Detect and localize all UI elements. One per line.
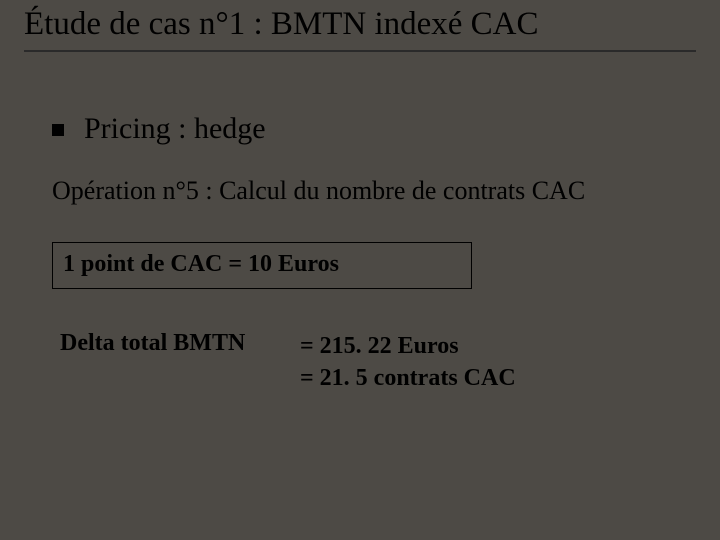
delta-label: Delta total BMTN [60, 330, 300, 357]
title-underline [24, 50, 696, 52]
delta-row: Delta total BMTN = 215. 22 Euros = 21. 5… [60, 330, 516, 395]
delta-values: = 215. 22 Euros = 21. 5 contrats CAC [300, 330, 516, 395]
delta-value-2: = 21. 5 contrats CAC [300, 362, 516, 394]
bullet-text: Pricing : hedge [84, 112, 266, 146]
bullet-row: Pricing : hedge [52, 112, 266, 146]
operation-line: Opération n°5 : Calcul du nombre de cont… [52, 176, 585, 206]
title-block: Étude de cas n°1 : BMTN indexé CAC [24, 6, 696, 52]
formula-box: 1 point de CAC = 10 Euros [52, 242, 472, 289]
slide: Étude de cas n°1 : BMTN indexé CAC Prici… [0, 0, 720, 540]
formula-box-text: 1 point de CAC = 10 Euros [63, 251, 461, 278]
delta-value-1: = 215. 22 Euros [300, 330, 516, 362]
bullet-square-icon [52, 124, 64, 136]
slide-title: Étude de cas n°1 : BMTN indexé CAC [24, 6, 696, 50]
